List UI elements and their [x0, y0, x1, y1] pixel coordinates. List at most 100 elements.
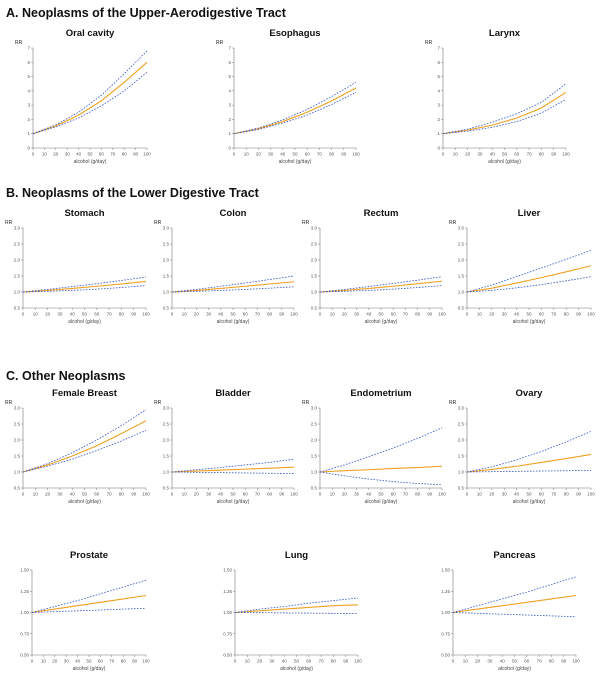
y-tick-label: 3.0: [14, 226, 21, 231]
estimate-line: [22, 420, 147, 473]
lower-ci-line: [171, 471, 295, 474]
y-tick-label: 1.5: [163, 274, 170, 279]
x-tick-label: 0: [22, 312, 25, 317]
x-tick-label: 0: [171, 312, 174, 317]
x-axis-label: alcohol (g/day): [68, 499, 101, 505]
upper-ci-line: [452, 576, 577, 613]
panel-bladder: Bladder RR 0.5 1.0 1.5 2.0 2.5 3.0 0 10 20 30 40 50 60…: [154, 388, 298, 505]
y-tick-label: 1: [437, 131, 440, 136]
x-tick-label: 80: [415, 312, 421, 317]
x-tick-label: 90: [551, 152, 557, 157]
x-tick-label: 10: [245, 659, 251, 664]
y-tick-label: 0: [437, 146, 440, 151]
x-tick-label: 70: [551, 312, 557, 317]
y-tick-label: 2.0: [14, 438, 21, 443]
x-tick-label: 40: [75, 659, 81, 664]
x-tick-label: 60: [243, 312, 249, 317]
panel-title: Colon: [220, 208, 247, 219]
x-tick-label: 60: [391, 312, 397, 317]
x-axis-label: alcohol (g/day): [498, 666, 531, 672]
x-tick-label: 90: [131, 492, 137, 497]
x-tick-label: 40: [280, 152, 286, 157]
section-title-b: B. Neoplasms of the Lower Digestive Trac…: [6, 186, 259, 200]
estimate-line: [319, 280, 443, 293]
x-tick-label: 60: [243, 492, 249, 497]
x-tick-label: 30: [354, 492, 360, 497]
x-tick-label: 90: [341, 152, 347, 157]
x-tick-label: 30: [64, 659, 70, 664]
upper-ci-line: [171, 275, 295, 293]
x-tick-label: 40: [490, 152, 496, 157]
x-tick-label: 30: [57, 312, 63, 317]
x-tick-label: 90: [343, 659, 349, 664]
x-tick-label: 0: [171, 492, 174, 497]
x-tick-label: 80: [119, 312, 125, 317]
panel-female-breast: Female Breast RR 0.5 1.0 1.5 2.0 2.5 3.0 0 10 20 30…: [5, 388, 150, 505]
x-tick-label: 0: [234, 659, 237, 664]
upper-ci-line: [466, 430, 592, 473]
x-tick-label: 0: [319, 312, 322, 317]
y-axis-label: RR: [154, 400, 162, 406]
x-tick-label: 10: [182, 492, 188, 497]
y-tick-label: 0.50: [441, 653, 450, 658]
x-tick-label: 10: [463, 659, 469, 664]
x-tick-label: 50: [230, 312, 236, 317]
x-tick-label: 50: [378, 312, 384, 317]
panel-title: Esophagus: [269, 28, 320, 39]
upper-ci-line: [319, 276, 443, 293]
y-tick-label: 2: [437, 117, 440, 122]
panel-title: Larynx: [489, 28, 521, 39]
x-tick-label: 10: [182, 312, 188, 317]
y-tick-label: 3.0: [163, 406, 170, 411]
x-tick-label: 90: [279, 312, 285, 317]
upper-ci-line: [233, 81, 357, 135]
y-tick-label: 0.5: [163, 486, 170, 491]
x-tick-label: 40: [366, 492, 372, 497]
y-tick-label: 3.0: [458, 406, 465, 411]
panel-lung: Lung 0.50 0.75 1.00 1.25 1.50 0 10 20 30 40 50 60 70 8…: [223, 550, 362, 672]
x-tick-label: 50: [230, 492, 236, 497]
x-tick-label: 90: [133, 152, 139, 157]
panel-title: Oral cavity: [66, 28, 115, 39]
x-tick-label: 70: [110, 152, 116, 157]
estimate-line: [32, 61, 148, 135]
x-tick-label: 20: [53, 152, 59, 157]
x-tick-label: 100: [572, 659, 580, 664]
estimate-line: [466, 453, 592, 473]
x-axis-label: alcohol (g/day): [488, 159, 521, 165]
x-tick-label: 10: [330, 312, 336, 317]
x-tick-label: 10: [41, 659, 47, 664]
x-tick-label: 0: [319, 492, 322, 497]
x-axis-label: alcohol (g/day): [217, 319, 250, 325]
x-tick-label: 20: [489, 492, 495, 497]
x-tick-label: 30: [268, 152, 274, 157]
y-tick-label: 3.0: [311, 406, 318, 411]
panel-stomach: Stomach RR 0.5 1.0 1.5 2.0 2.5 3.0 0 10 20 30 40 50 60…: [5, 208, 150, 325]
x-tick-label: 70: [107, 312, 113, 317]
section-title-a: A. Neoplasms of the Upper-Aerodigestive …: [6, 6, 286, 20]
x-tick-label: 70: [317, 152, 323, 157]
x-axis-label: alcohol (g/day): [513, 319, 546, 325]
x-tick-label: 100: [562, 152, 570, 157]
x-tick-label: 80: [331, 659, 337, 664]
y-tick-label: 0.75: [20, 631, 29, 636]
y-tick-label: 1: [228, 131, 231, 136]
x-tick-label: 0: [442, 152, 445, 157]
x-tick-label: 10: [477, 492, 483, 497]
y-tick-label: 0.5: [458, 486, 465, 491]
y-tick-label: 0.75: [441, 631, 450, 636]
x-tick-label: 90: [131, 312, 137, 317]
x-tick-label: 60: [94, 492, 100, 497]
x-tick-label: 20: [52, 659, 58, 664]
y-tick-label: 0.5: [458, 306, 465, 311]
lower-ci-line: [319, 471, 443, 486]
x-tick-label: 30: [206, 312, 212, 317]
x-tick-label: 100: [352, 152, 360, 157]
x-tick-label: 30: [354, 312, 360, 317]
y-tick-label: 2.5: [163, 242, 170, 247]
lower-ci-line: [452, 612, 577, 618]
x-tick-label: 100: [290, 312, 298, 317]
estimate-line: [171, 281, 295, 293]
y-tick-label: 1.0: [163, 290, 170, 295]
y-tick-label: 1.5: [311, 454, 318, 459]
